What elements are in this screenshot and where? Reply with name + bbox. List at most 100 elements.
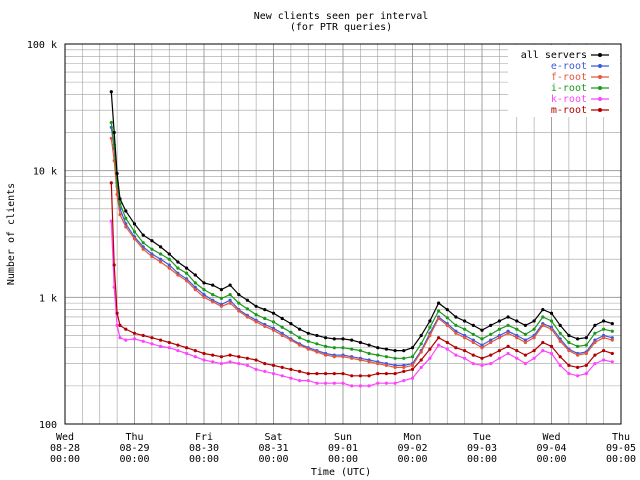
x-tick-label: 08-31 (258, 443, 288, 454)
data-point (567, 340, 571, 345)
data-point (176, 273, 180, 277)
data-point (610, 338, 614, 342)
data-point (185, 271, 189, 275)
data-point (358, 374, 362, 378)
data-point (593, 338, 597, 342)
data-point (315, 333, 319, 338)
data-point (254, 313, 258, 317)
x-tick-label: 00:00 (397, 454, 427, 465)
data-point (245, 363, 249, 367)
x-tick-label: Wed (56, 432, 74, 443)
data-point (271, 311, 276, 315)
data-point (159, 245, 163, 249)
x-tick-label: Fri (195, 432, 213, 443)
data-point (602, 336, 606, 340)
data-point (298, 343, 302, 347)
data-point (445, 308, 449, 312)
data-point (109, 181, 113, 185)
data-point (367, 384, 371, 388)
data-point (350, 338, 354, 342)
data-point (341, 355, 345, 359)
x-tick-label: 00:00 (119, 454, 149, 465)
data-point (480, 337, 484, 341)
data-point (610, 351, 614, 356)
data-point (471, 353, 475, 357)
data-point (159, 252, 163, 256)
x-tick-label: 00:00 (258, 454, 288, 465)
data-point (576, 374, 580, 378)
data-point (159, 338, 163, 342)
data-point (289, 338, 293, 342)
data-point (193, 349, 197, 353)
data-point (497, 349, 501, 353)
data-point (532, 319, 536, 323)
x-tick-label: Thu (125, 432, 143, 443)
data-point (376, 381, 380, 385)
legend-label: i-root (551, 83, 587, 94)
data-point (141, 241, 145, 245)
data-point (376, 362, 380, 366)
data-point (193, 355, 197, 359)
data-point (132, 337, 137, 341)
x-tick-label: 08-28 (50, 443, 80, 454)
data-point (202, 358, 206, 362)
x-tick-label: Sun (334, 432, 352, 443)
legend: all serverse-rootf-rooti-rootk-rootm-roo… (508, 45, 620, 117)
data-point (150, 247, 154, 251)
data-point (306, 331, 310, 335)
data-point (150, 239, 154, 243)
data-point (576, 353, 580, 357)
data-point (437, 336, 441, 340)
legend-marker (598, 53, 602, 57)
data-point (506, 351, 510, 356)
data-point (324, 344, 328, 348)
series-all-servers (109, 90, 614, 353)
data-point (150, 342, 154, 346)
data-point (602, 327, 606, 331)
data-point (410, 376, 415, 380)
data-point (159, 344, 163, 348)
data-point (341, 372, 345, 376)
data-point (132, 331, 137, 335)
data-point (471, 323, 475, 327)
data-point (376, 346, 380, 350)
data-point (202, 351, 206, 356)
data-point (523, 362, 528, 366)
data-point (384, 347, 388, 351)
data-point (150, 252, 154, 256)
data-point (167, 266, 171, 270)
data-point (497, 319, 501, 323)
data-point (219, 304, 223, 308)
data-point (402, 349, 406, 353)
data-point (271, 363, 276, 367)
data-point (228, 293, 232, 297)
data-point (402, 369, 406, 373)
data-point (324, 372, 328, 376)
data-point (428, 325, 432, 329)
data-point (463, 349, 467, 353)
data-point (471, 338, 475, 342)
data-point (185, 346, 189, 350)
data-point (463, 319, 467, 323)
data-point (384, 372, 388, 376)
legend-marker (598, 108, 602, 112)
data-point (167, 252, 171, 256)
data-point (211, 353, 215, 357)
data-point (324, 353, 328, 357)
data-point (185, 279, 189, 283)
x-tick-label: 09-02 (397, 443, 427, 454)
data-point (280, 316, 284, 321)
data-point (176, 349, 180, 353)
data-point (471, 332, 475, 336)
data-point (419, 365, 423, 369)
data-point (376, 353, 380, 357)
data-point (254, 304, 258, 308)
data-point (298, 327, 302, 331)
data-point (289, 330, 293, 334)
data-point (445, 340, 449, 345)
data-point (532, 356, 536, 360)
data-point (202, 288, 206, 292)
data-point (271, 372, 276, 376)
data-point (228, 353, 232, 357)
